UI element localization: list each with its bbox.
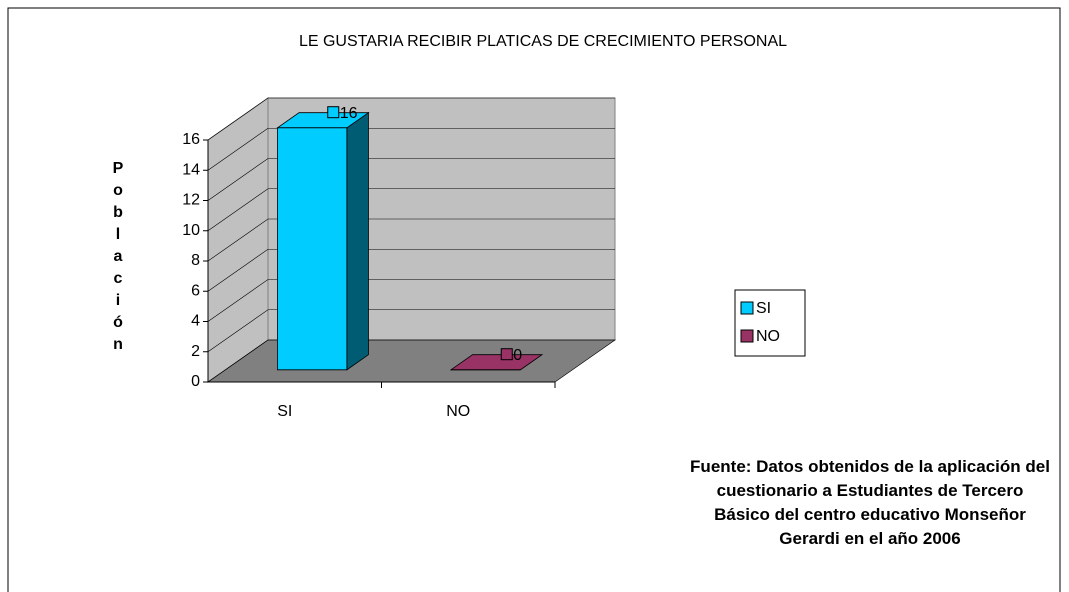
grid-line (207, 97, 615, 141)
grid-line (207, 127, 615, 171)
chart-title: LE GUSTARIA RECIBIR PLATICAS DE CRECIMIE… (299, 33, 787, 50)
y-tick-label: 4 (191, 313, 200, 330)
bar-front (277, 127, 348, 371)
grid-line (207, 248, 615, 292)
y-tick-label: 12 (182, 192, 200, 209)
grid-line (207, 218, 615, 262)
y-tick-label: 14 (182, 161, 200, 178)
grid-line (207, 158, 615, 201)
grid-line (207, 339, 615, 383)
grid-line (207, 188, 615, 231)
source-note: Fuente: Datos obtenidos de la aplicación… (690, 457, 1050, 548)
legend-swatch (740, 301, 754, 315)
y-tick-label: 10 (182, 222, 200, 239)
grid-line (207, 279, 615, 322)
data-label: 16 (340, 105, 358, 122)
y-tick-label: 0 (191, 373, 200, 390)
legend-label: NO (756, 328, 780, 345)
bar-side (346, 111, 369, 371)
y-tick-label: 16 (182, 131, 200, 148)
y-tick-label: 2 (191, 343, 200, 360)
data-label: 0 (513, 347, 522, 364)
y-axis-label: Población (112, 160, 124, 353)
data-label-key (500, 348, 513, 361)
x-tick-label: SI (277, 403, 292, 420)
legend-label: SI (756, 300, 771, 317)
y-tick-label: 8 (191, 252, 200, 269)
legend-box (734, 289, 806, 357)
floor (207, 339, 616, 383)
grid-line (207, 309, 615, 352)
x-tick-label: NO (446, 403, 470, 420)
legend-swatch (740, 329, 754, 343)
data-label-key (327, 106, 340, 119)
y-tick-label: 6 (191, 282, 200, 299)
